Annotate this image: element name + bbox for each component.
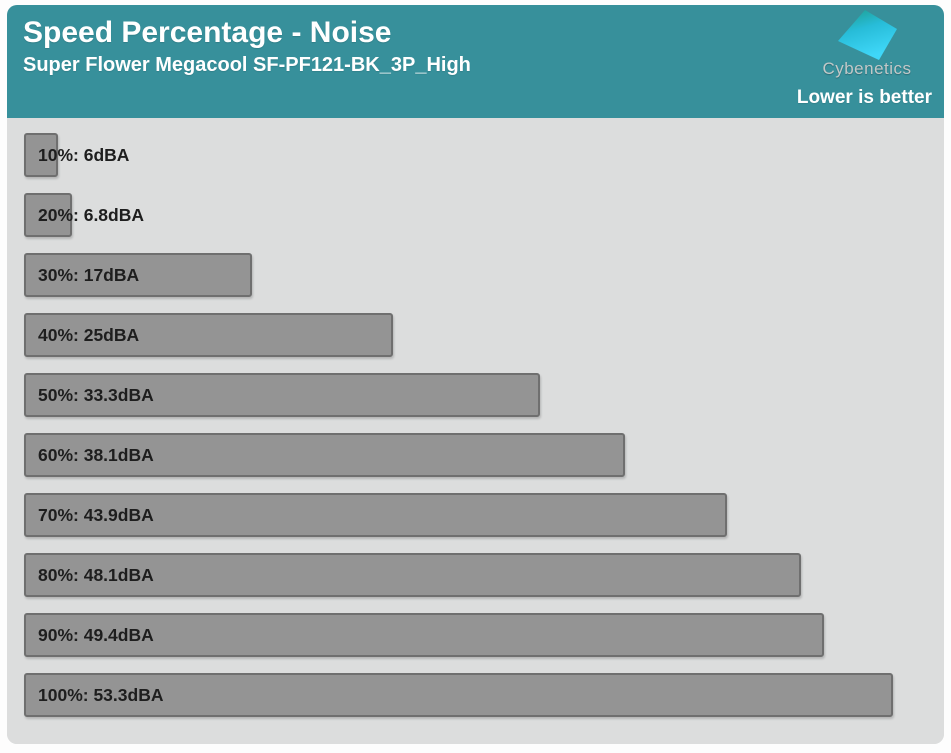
bar-label-10%: 10%: 6dBA (38, 145, 130, 165)
chart-header: Speed Percentage - Noise Super Flower Me… (7, 5, 944, 118)
bar-60%: 60%: 38.1dBA (24, 433, 625, 477)
bar-label-90%: 90%: 49.4dBA (38, 625, 154, 645)
bar-20%: 20%: 6.8dBA (24, 193, 144, 237)
chart-subtitle: Super Flower Megacool SF-PF121-BK_3P_Hig… (23, 54, 471, 76)
bar-label-30%: 30%: 17dBA (38, 265, 140, 285)
chart-card: Speed Percentage - Noise Super Flower Me… (7, 5, 944, 744)
bar-90%: 90%: 49.4dBA (24, 613, 824, 657)
cybenetics-diamond-icon (838, 10, 897, 60)
cybenetics-logo-text: Cybenetics (822, 59, 912, 78)
plot-area: 10%: 6dBA 20%: 6.8dBA 30%: 17dBA 40%: 25dBA… (7, 118, 944, 744)
bar-80%: 80%: 48.1dBA (24, 553, 801, 597)
bar-label-20%: 20%: 6.8dBA (38, 205, 145, 225)
bar-40%: 40%: 25dBA (24, 313, 393, 357)
bar-label-40%: 40%: 25dBA (38, 325, 140, 345)
bar-label-100%: 100%: 53.3dBA (38, 685, 164, 705)
bar-30%: 30%: 17dBA (24, 253, 252, 297)
cybenetics-brand: Cybenetics (812, 7, 922, 79)
bar-label-60%: 60%: 38.1dBA (38, 445, 154, 465)
bar-100%: 100%: 53.3dBA (24, 673, 893, 717)
bar-70%: 70%: 43.9dBA (24, 493, 727, 537)
bar-10%: 10%: 6dBA (24, 133, 129, 177)
bar-label-80%: 80%: 48.1dBA (38, 565, 154, 585)
bar-label-70%: 70%: 43.9dBA (38, 505, 154, 525)
chart-title: Speed Percentage - Noise (23, 16, 392, 49)
lower-is-better-note: Lower is better (796, 87, 932, 108)
bar-label-50%: 50%: 33.3dBA (38, 385, 154, 405)
bar-50%: 50%: 33.3dBA (24, 373, 540, 417)
